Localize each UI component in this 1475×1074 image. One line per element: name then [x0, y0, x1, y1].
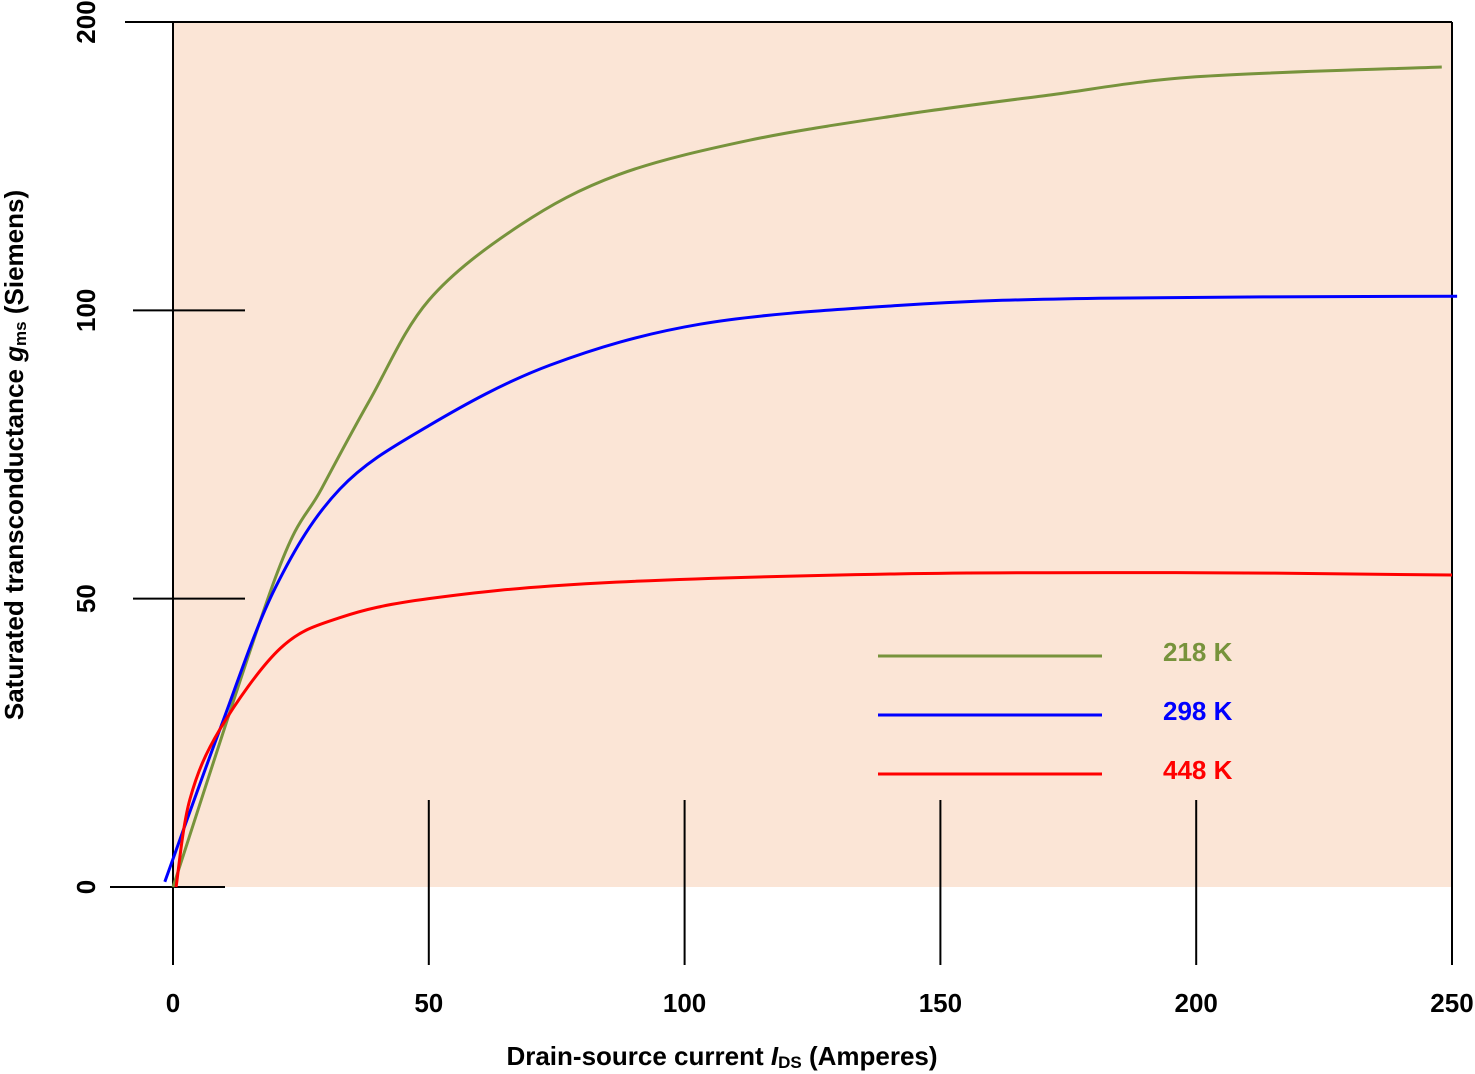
- x-title-unit: (Amperes): [802, 1041, 938, 1071]
- x-title-symbol: I: [771, 1041, 779, 1071]
- plot-area: [173, 22, 1452, 887]
- x-axis-title: Drain-source current IDS (Amperes): [506, 1041, 937, 1073]
- x-title-text: Drain-source current: [506, 1041, 770, 1071]
- x-title-subscript: DS: [778, 1053, 802, 1072]
- y-axis-title: Saturated transconductance gms (Siemens): [0, 190, 30, 720]
- x-tick-label: 0: [166, 988, 180, 1018]
- x-tick-label: 150: [919, 988, 962, 1018]
- series-line: [163, 294, 1458, 883]
- x-tick-label: 200: [1175, 988, 1218, 1018]
- legend-label: 298 K: [1163, 696, 1233, 726]
- y-tick-label: 100: [71, 289, 101, 332]
- x-tick-label: 100: [663, 988, 706, 1018]
- x-tick-label: 250: [1430, 988, 1473, 1018]
- y-tick-label: 0: [71, 880, 101, 894]
- y-tick-label: 50: [71, 584, 101, 613]
- series-line: [174, 571, 1453, 888]
- y-tick-label: 200: [71, 0, 101, 43]
- y-title-text: Saturated transconductance: [0, 362, 29, 720]
- series-line: [171, 65, 1442, 888]
- y-title-symbol: g: [0, 346, 29, 363]
- x-tick-label: 50: [414, 988, 443, 1018]
- y-title-unit: (Siemens): [0, 190, 29, 322]
- legend-label: 218 K: [1163, 637, 1233, 667]
- y-title-subscript: ms: [11, 321, 30, 346]
- legend-label: 448 K: [1163, 755, 1233, 785]
